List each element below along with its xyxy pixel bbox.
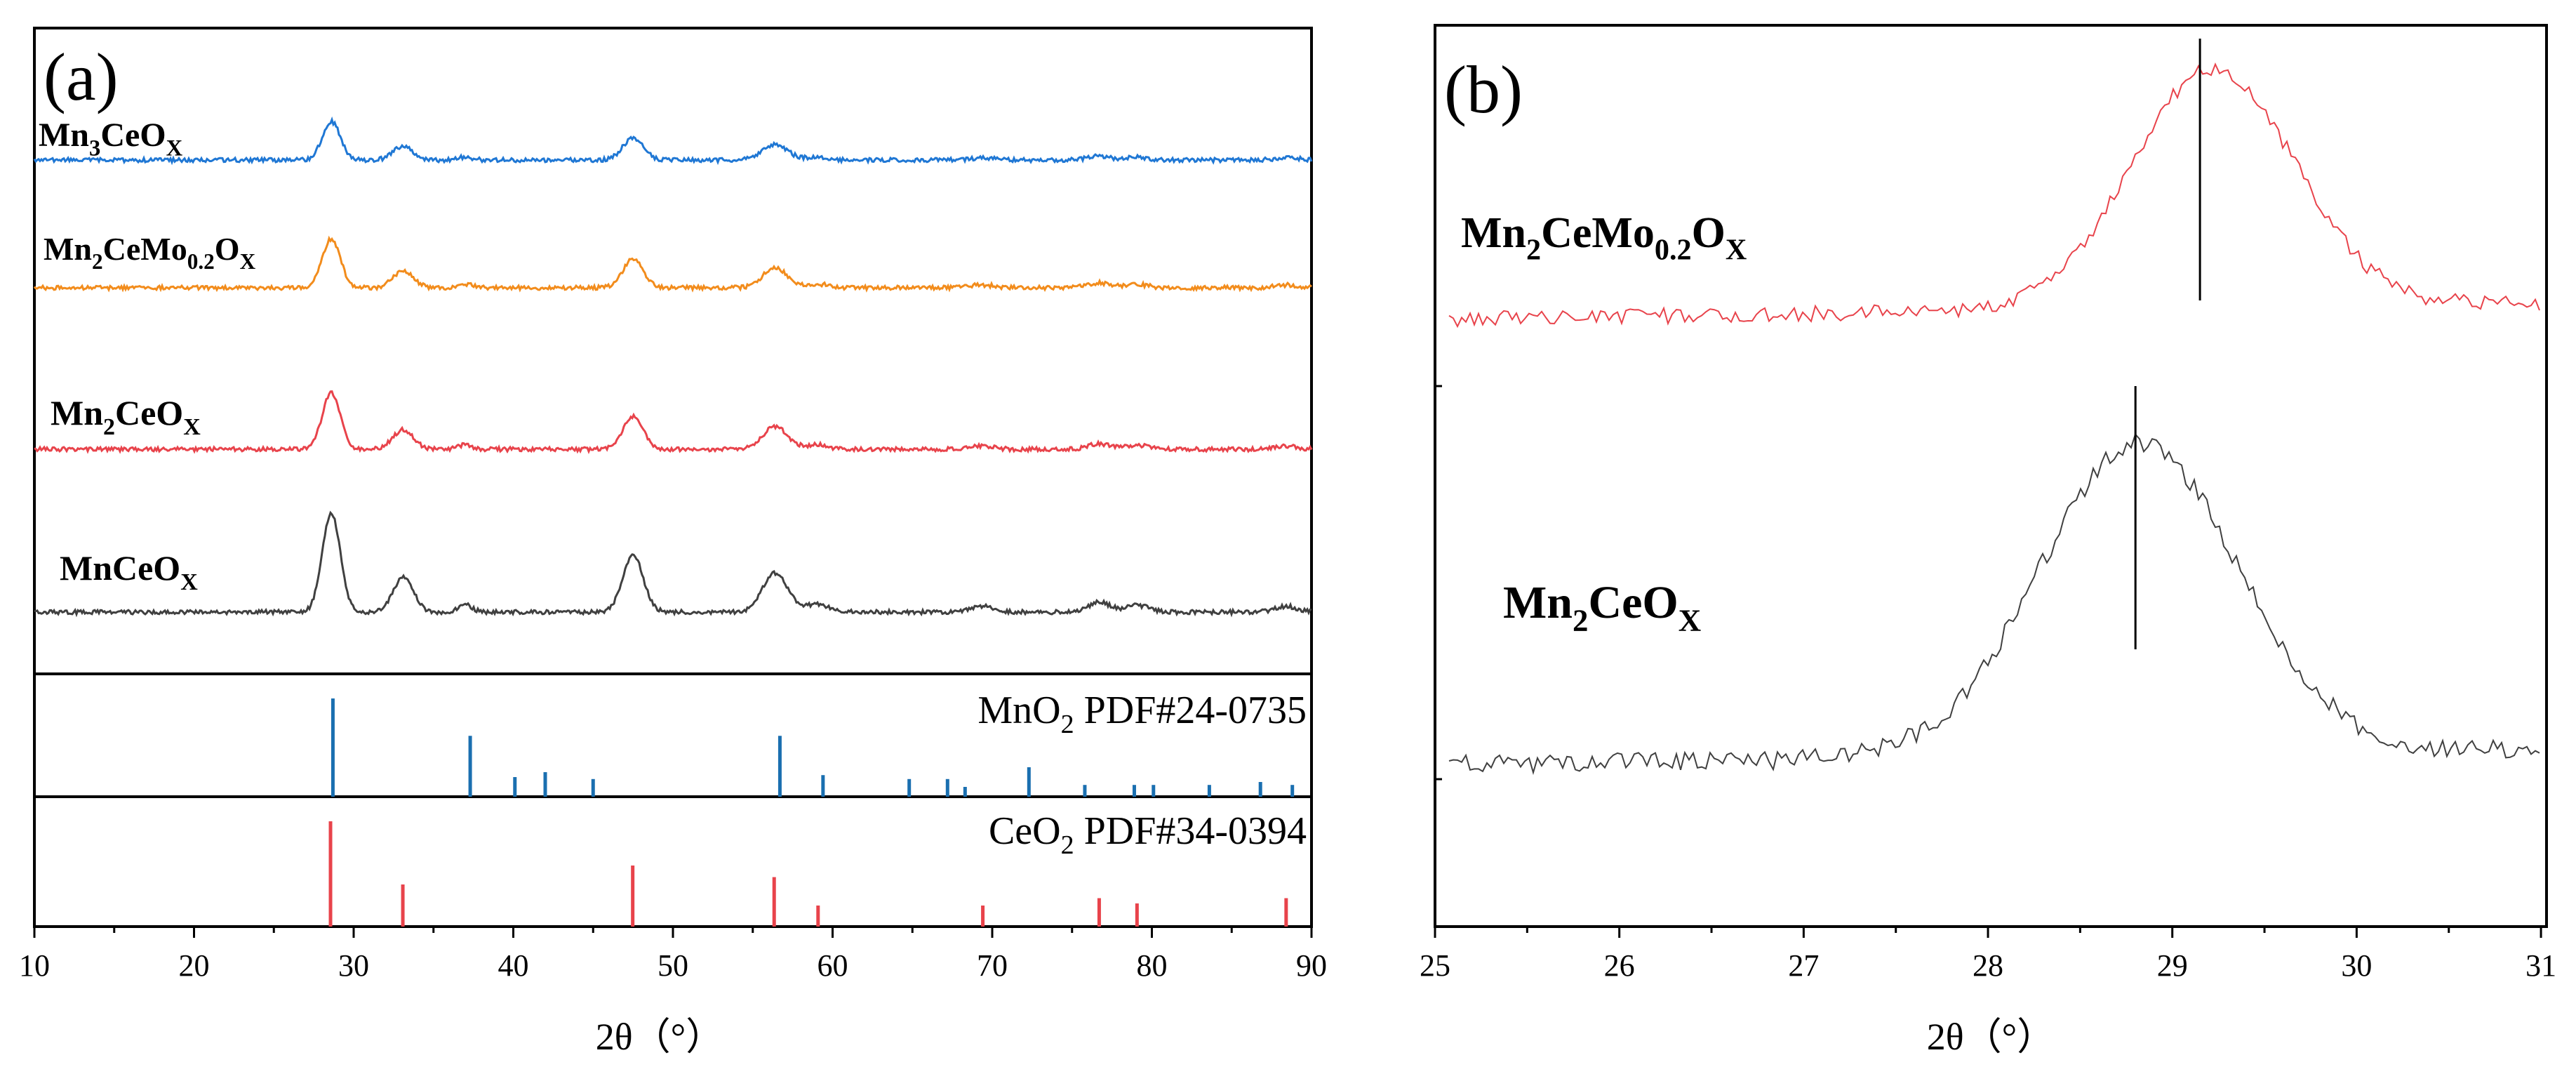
panel-a-x-tick-label: 60 xyxy=(817,948,848,983)
panel-b-x-tick-label: 25 xyxy=(1420,948,1450,983)
panel-a-x-tick-label: 30 xyxy=(338,948,369,983)
panel-a-series-label: Mn2CeOX xyxy=(51,393,201,440)
panel-b-label: (b) xyxy=(1444,52,1523,127)
panel-a-main-frame xyxy=(33,27,1313,675)
panel-a-reference-label: MnO2 PDF#24-0735 xyxy=(977,689,1307,739)
panel-b-series-line xyxy=(1448,432,2540,776)
panel-b-x-tick-label: 26 xyxy=(1604,948,1635,983)
panel-a-x-tick-label: 40 xyxy=(498,948,529,983)
panel-a-x-tick-label: 70 xyxy=(977,948,1008,983)
panel-a-series-label: Mn2CeMo0.2OX xyxy=(44,231,256,274)
panel-a-series-line xyxy=(34,510,1312,618)
panel-a-series-labels: Mn3CeOX Mn2CeMo0.2OX Mn2CeOX MnCeOX xyxy=(39,117,256,595)
panel-a-series-group xyxy=(33,116,1313,618)
panel-b-x-ticks: 25 26 27 28 29 30 31 xyxy=(1420,385,2556,983)
panel-b-x-tick-label: 28 xyxy=(1973,948,2003,983)
panel-a-x-ticks: 10 20 30 40 50 60 70 80 90 xyxy=(19,927,1327,983)
panel-b-series-label: Mn2CeOX xyxy=(1503,577,1701,637)
panel-a-reference-group: MnO2 PDF#24-0735 CeO2 PDF#34-0394 xyxy=(328,689,1307,927)
panel-a-series-label: MnCeOX xyxy=(60,548,198,595)
panel-b-frame xyxy=(1434,24,2548,928)
panel-b: (b) 25 26 27 28 29 30 31 2θ（°） Mn2CeMo0.2OXMn2… xyxy=(1420,24,2556,1058)
panel-a-series-line xyxy=(34,390,1313,454)
panel-b-x-tick-label: 31 xyxy=(2525,948,2556,983)
panel-a: (a) 10 20 30 40 50 60 70 80 90 2θ（°） Mn3CeOX Mn2C… xyxy=(19,27,1327,1058)
panel-a-x-axis-title: 2θ（°） xyxy=(596,1016,723,1058)
panel-a-series-line xyxy=(33,116,1313,166)
panel-a-series-label: Mn3CeOX xyxy=(39,117,183,161)
panel-b-x-axis-title: 2θ（°） xyxy=(1927,1016,2055,1058)
panel-a-reference-label: CeO2 PDF#34-0394 xyxy=(989,809,1307,860)
panel-a-x-tick-label: 20 xyxy=(179,948,210,983)
panel-b-x-tick-label: 30 xyxy=(2341,948,2372,983)
panel-a-x-tick-label: 80 xyxy=(1137,948,1168,983)
panel-a-label: (a) xyxy=(44,39,119,114)
panel-b-series-group xyxy=(1448,39,2540,776)
panel-b-x-tick-label: 27 xyxy=(1788,948,1819,983)
panel-a-series-line xyxy=(33,235,1312,293)
panel-b-series-labels: Mn2CeMo0.2OX Mn2CeOX xyxy=(1461,209,1747,637)
panel-a-x-tick-label: 90 xyxy=(1296,948,1327,983)
panel-a-x-tick-label: 10 xyxy=(19,948,50,983)
panel-b-x-tick-label: 29 xyxy=(2157,948,2188,983)
panel-b-series-label: Mn2CeMo0.2OX xyxy=(1461,209,1747,266)
panel-b-series-line xyxy=(1448,62,2540,329)
panel-a-x-tick-label: 50 xyxy=(658,948,688,983)
